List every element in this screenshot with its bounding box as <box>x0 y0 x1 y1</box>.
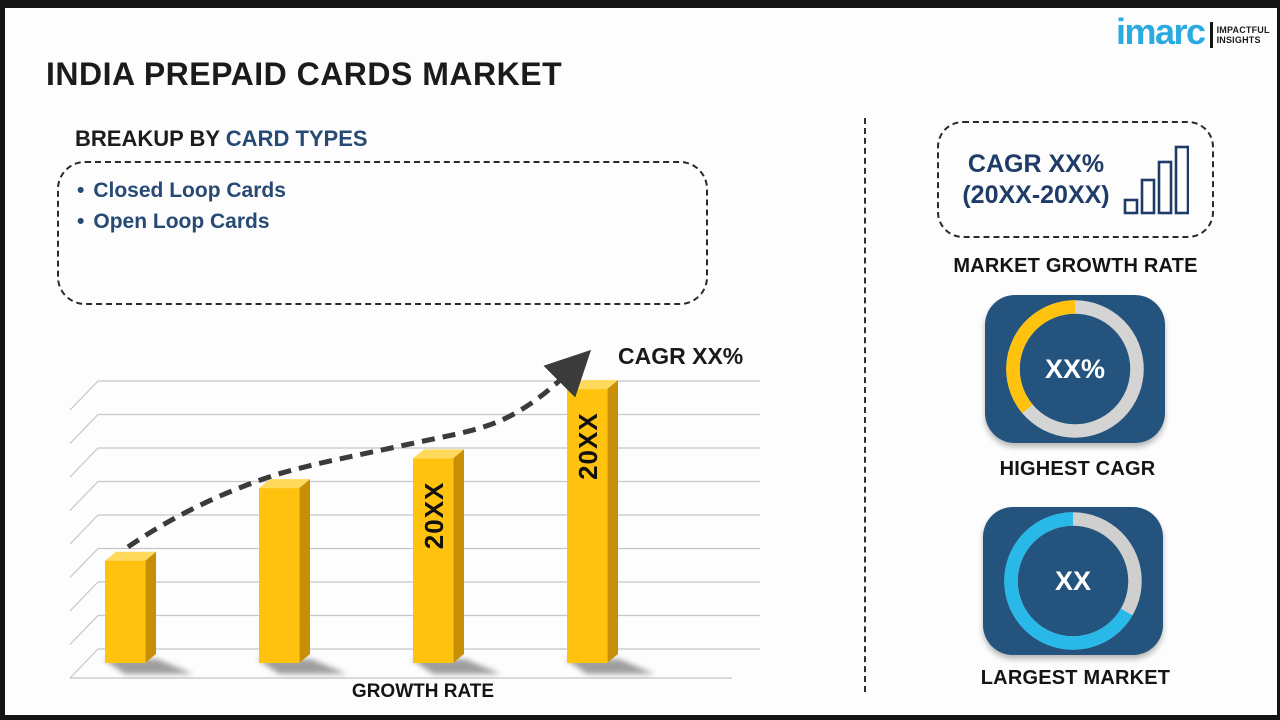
largest-market-tile: XX <box>983 507 1163 655</box>
bar-front-face <box>567 389 608 663</box>
bar <box>103 551 193 674</box>
cagr-period: (20XX-20XX) <box>962 180 1110 209</box>
bar-side-face <box>607 380 618 663</box>
logo-tagline-line2: INSIGHTS <box>1216 35 1261 45</box>
grid-depth-tick <box>69 380 99 411</box>
list-item: Open Loop Cards <box>77 206 690 237</box>
growth-rate-bar-chart: 20XX 20XX CAGR XX% GROWTH RATE <box>69 343 760 702</box>
bar-chart-icon <box>1123 145 1189 214</box>
grid-depth-tick <box>69 615 99 645</box>
market-growth-rate-label: MARKET GROWTH RATE <box>953 255 1198 277</box>
xaxis-label: GROWTH RATE <box>352 681 494 702</box>
breakup-heading: BREAKUP BY CARD TYPES <box>75 126 368 152</box>
trend-line <box>126 349 592 550</box>
bar: 20XX <box>411 449 501 674</box>
donut-highlight-arc <box>1004 512 1133 650</box>
logo-tagline: IMPACTFUL INSIGHTS <box>1217 25 1270 45</box>
donut-largest-market: XX <box>1004 512 1142 650</box>
breakup-box: Closed Loop Cards Open Loop Cards <box>57 161 708 305</box>
highest-cagr-label: HIGHEST CAGR <box>999 458 1156 480</box>
grid-depth-tick <box>69 514 99 545</box>
grid-depth-tick <box>69 481 99 511</box>
logo-divider <box>1209 22 1213 48</box>
grid-depth-tick <box>69 581 99 612</box>
cagr-trend-label: CAGR XX% <box>618 343 743 369</box>
imarc-wordmark: imarc <box>1116 11 1206 52</box>
donut-highest-cagr: XX% <box>1006 300 1144 438</box>
bar: 20XX <box>565 380 655 674</box>
bar-side-face <box>453 449 464 663</box>
chart-bars: 20XX 20XX <box>103 380 655 674</box>
section-divider-dashed <box>864 118 866 692</box>
grid-depth-tick <box>69 548 99 578</box>
bar-year-label: 20XX <box>573 412 603 480</box>
grid-depth-tick <box>69 414 99 444</box>
bar-top-face <box>105 551 156 561</box>
cagr-value: CAGR XX% <box>967 149 1105 178</box>
bar-side-face <box>145 551 156 663</box>
donut-center-text: XX <box>1055 566 1091 596</box>
donut-center-text: XX% <box>1045 354 1105 384</box>
bar-side-face <box>299 479 310 663</box>
bar <box>257 479 347 674</box>
bar-top-face <box>259 479 310 489</box>
cagr-card: CAGR XX% (20XX-20XX) <box>937 121 1214 238</box>
highest-cagr-tile: XX% <box>985 295 1165 443</box>
bar-front-face <box>259 488 300 663</box>
breakup-heading-accent: CARD TYPES <box>225 126 368 151</box>
bar-front-face <box>413 458 454 663</box>
list-item: Closed Loop Cards <box>77 175 690 206</box>
largest-market-label: LARGEST MARKET <box>980 667 1171 689</box>
grid-depth-tick <box>69 447 99 478</box>
breakup-list: Closed Loop Cards Open Loop Cards <box>77 175 690 237</box>
cagr-card-text: CAGR XX% (20XX-20XX) <box>962 149 1109 211</box>
imarc-logo: imarc IMPACTFUL INSIGHTS <box>1116 14 1270 50</box>
bar-front-face <box>105 560 146 663</box>
donut-highlight-arc <box>1006 300 1076 414</box>
bar-top-face <box>413 449 464 459</box>
logo-tagline-line1: IMPACTFUL <box>1216 25 1270 35</box>
breakup-heading-prefix: BREAKUP BY <box>75 126 226 151</box>
page-title: INDIA PREPAID CARDS MARKET <box>46 56 563 92</box>
bar-year-label: 20XX <box>419 482 449 550</box>
grid-depth-tick <box>69 648 99 679</box>
